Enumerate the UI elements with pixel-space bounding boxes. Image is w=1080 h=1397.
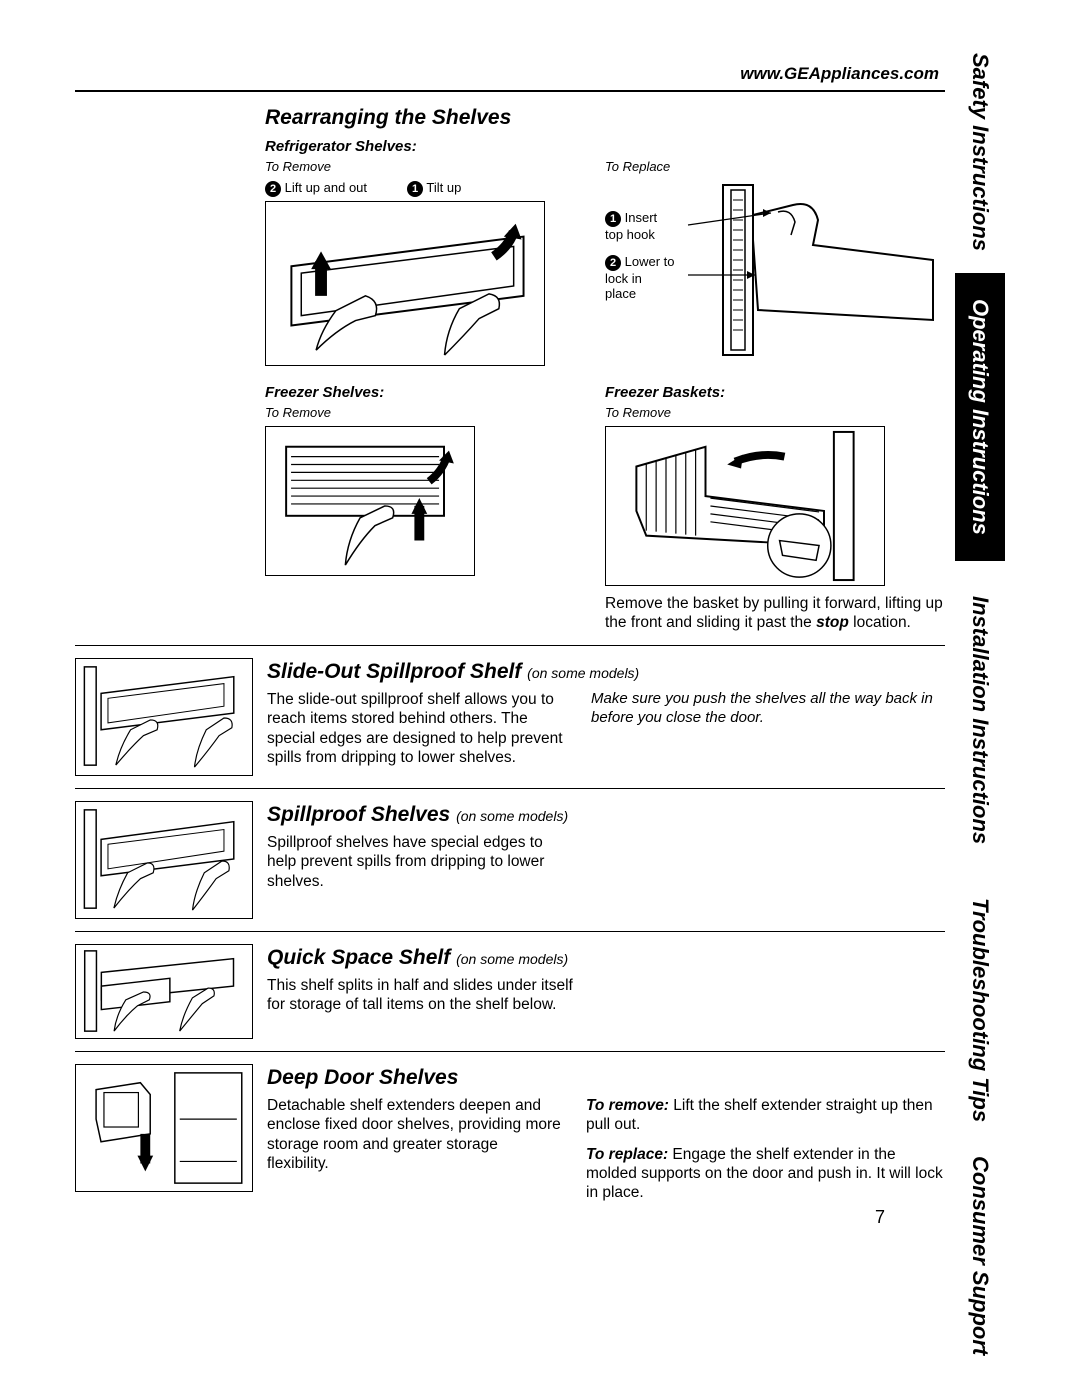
section-slideout: Slide-Out Spillproof Shelf (on some mode… xyxy=(75,658,945,776)
basket-remove-caption: To Remove xyxy=(605,405,945,420)
section-rearranging: Rearranging the Shelves Refrigerator She… xyxy=(75,106,945,633)
tab-operating[interactable]: Operating Instructions xyxy=(955,273,1005,561)
tab-installation[interactable]: Installation Instructions xyxy=(955,561,1005,879)
spillproof-body: Spillproof shelves have special edges to… xyxy=(267,833,567,891)
page-content: www.GEAppliances.com Rearranging the She… xyxy=(75,30,945,1228)
deepdoor-title: Deep Door Shelves xyxy=(267,1066,945,1090)
refrigerator-shelves-label: Refrigerator Shelves: xyxy=(265,138,945,155)
replace-step-labels: 1 Insert top hook 2 Lower to lock in pla… xyxy=(605,180,675,360)
deepdoor-body: Detachable shelf extenders deepen and en… xyxy=(267,1096,562,1203)
freezer-shelves-label: Freezer Shelves: xyxy=(265,384,585,401)
freezer-remove-caption: To Remove xyxy=(265,405,585,420)
divider xyxy=(75,645,945,646)
slideout-title: Slide-Out Spillproof Shelf (on some mode… xyxy=(267,660,945,684)
tab-safety[interactable]: Safety Instructions xyxy=(955,30,1005,273)
slideout-body: The slide-out spillproof shelf allows yo… xyxy=(267,690,567,768)
freezer-baskets-label: Freezer Baskets: xyxy=(605,384,945,401)
to-replace-caption: To Replace xyxy=(605,159,945,174)
figure-refrigerator-remove xyxy=(265,201,545,366)
figure-slideout xyxy=(75,658,253,776)
tab-troubleshooting[interactable]: Troubleshooting Tips xyxy=(955,879,1005,1142)
spillproof-title: Spillproof Shelves (on some models) xyxy=(267,803,945,827)
divider xyxy=(75,1051,945,1052)
remove-step-labels: 2 Lift up and out 1 Tilt up xyxy=(265,180,585,197)
section-spillproof: Spillproof Shelves (on some models) Spil… xyxy=(75,801,945,919)
figure-freezer-shelf xyxy=(265,426,475,576)
section-title: Rearranging the Shelves xyxy=(265,106,945,130)
refrigerator-remove-col: To Remove 2 Lift up and out 1 Tilt up xyxy=(265,159,585,366)
side-tabs: Safety Instructions Operating Instructio… xyxy=(955,30,1005,1370)
section-deepdoor: Deep Door Shelves Detachable shelf exten… xyxy=(75,1064,945,1203)
figure-deepdoor xyxy=(75,1064,253,1192)
step1-label: Tilt up xyxy=(426,180,461,195)
header-url: www.GEAppliances.com xyxy=(75,30,945,84)
figure-spillproof xyxy=(75,801,253,919)
divider xyxy=(75,788,945,789)
slideout-note: Make sure you push the shelves all the w… xyxy=(591,690,945,768)
basket-instructions: Remove the basket by pulling it forward,… xyxy=(605,594,945,633)
figure-quickspace xyxy=(75,944,253,1039)
figure-freezer-basket xyxy=(605,426,885,586)
divider xyxy=(75,931,945,932)
divider xyxy=(75,90,945,92)
quickspace-title: Quick Space Shelf (on some models) xyxy=(267,946,945,970)
deepdoor-instructions: To remove: Lift the shelf extender strai… xyxy=(586,1096,945,1203)
step2-label: Lift up and out xyxy=(285,180,367,195)
to-remove-caption: To Remove xyxy=(265,159,585,174)
refrigerator-replace-col: To Replace 1 Insert top hook 2 Lower to … xyxy=(605,159,945,366)
freezer-shelves-col: Freezer Shelves: To Remove xyxy=(265,384,585,633)
tab-consumer[interactable]: Consumer Support xyxy=(955,1142,1005,1370)
section-quickspace: Quick Space Shelf (on some models) This … xyxy=(75,944,945,1039)
quickspace-body: This shelf splits in half and slides und… xyxy=(267,976,587,1015)
freezer-baskets-col: Freezer Baskets: To Remove xyxy=(605,384,945,633)
page-number: 7 xyxy=(75,1207,945,1228)
figure-refrigerator-replace xyxy=(683,180,943,360)
